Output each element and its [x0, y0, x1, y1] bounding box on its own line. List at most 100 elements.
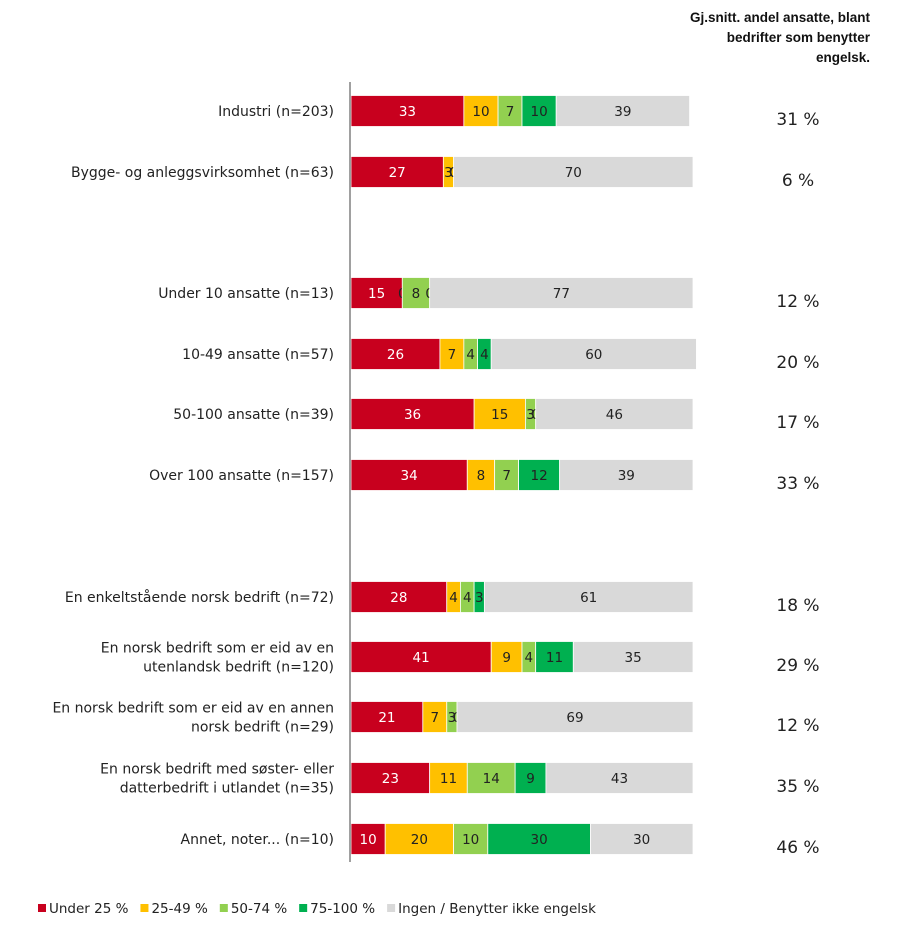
- bar-segment: [545, 762, 694, 794]
- segment-value-label: 3: [526, 407, 535, 423]
- legend-label: Ingen / Benytter ikke engelsk: [398, 901, 596, 917]
- bar-segment: [572, 641, 694, 673]
- legend: Under 25 % 25-49 % 50-74 % 75-100 % Ingen / …: [38, 901, 596, 917]
- segment-value-label: 15: [491, 407, 508, 423]
- bar-segment: [490, 338, 697, 370]
- category-labels: Industri (n=203) Bygge- og anleggsvirksom…: [52, 104, 334, 848]
- segment-value-label: 4: [480, 347, 489, 363]
- segment-value-label: 4: [525, 650, 534, 666]
- category-label: En norsk bedrift som er eid av en annen: [52, 701, 334, 717]
- bars: 3310710392730070150807726744603615304634…: [350, 95, 697, 855]
- segment-value-label: 15: [368, 286, 385, 302]
- segment-value-label: 10: [531, 104, 548, 120]
- legend-label: Under 25 %: [49, 901, 129, 917]
- legend-swatch: [299, 904, 308, 912]
- bar-segment: [521, 95, 557, 127]
- bar-segment: [350, 156, 444, 188]
- segment-value-label: 3: [448, 710, 457, 726]
- legend-label: 75-100 %: [310, 901, 375, 917]
- bar-segment: [350, 398, 475, 430]
- bar-segment: [483, 581, 694, 613]
- segment-value-label: 30: [633, 832, 650, 848]
- average-header-line: bedrifter som benytter: [727, 30, 871, 45]
- segment-value-label: 7: [430, 710, 439, 726]
- segment-value-label: 10: [462, 832, 479, 848]
- segment-value-label: 20: [411, 832, 428, 848]
- legend-swatch: [387, 904, 396, 912]
- segment-value-label: 9: [526, 771, 535, 787]
- segment-value-label: 4: [466, 347, 475, 363]
- bar-segment: [350, 823, 386, 855]
- bar-segment: [350, 95, 465, 127]
- bar-segment: [514, 762, 547, 794]
- segment-value-label: 43: [611, 771, 628, 787]
- average-values: 31 % 6 % 12 % 20 % 17 % 33 % 18 % 29 % 12 % 35 % 4…: [776, 110, 819, 858]
- category-label: Over 100 ansatte (n=157): [149, 468, 334, 484]
- bar-segment: [350, 459, 468, 491]
- category-label: En norsk bedrift som er eid av en: [101, 641, 334, 657]
- segment-value-label: 70: [565, 165, 582, 181]
- bar-segment: [535, 398, 694, 430]
- legend-label: 25-49 %: [151, 901, 208, 917]
- segment-value-label: 39: [614, 104, 631, 120]
- bar-segment: [453, 156, 694, 188]
- segment-value-label: 35: [625, 650, 642, 666]
- bar-segment: [350, 277, 403, 309]
- segment-value-label: 26: [387, 347, 404, 363]
- category-label: Bygge- og anleggsvirksomhet (n=63): [71, 165, 334, 181]
- segment-value-label: 46: [606, 407, 623, 423]
- average-value: 18 %: [776, 596, 819, 616]
- bar-segment: [350, 338, 441, 370]
- segment-value-label: 60: [585, 347, 602, 363]
- segment-value-label: 21: [378, 710, 395, 726]
- legend-swatch: [38, 904, 46, 912]
- bar-segment: [555, 95, 690, 127]
- segment-value-label: 3: [444, 165, 453, 181]
- average-header-line: Gj.snitt. andel ansatte, blant: [690, 10, 871, 25]
- segment-value-label: 7: [448, 347, 457, 363]
- category-label: En enkeltstående norsk bedrift (n=72): [65, 589, 334, 606]
- segment-value-label: 11: [440, 771, 457, 787]
- average-value: 12 %: [776, 292, 819, 312]
- segment-value-label: 41: [413, 650, 430, 666]
- bar-segment: [463, 95, 499, 127]
- average-value: 12 %: [776, 716, 819, 736]
- legend-swatch: [219, 904, 228, 912]
- segment-value-label: 27: [389, 165, 406, 181]
- segment-value-label: 7: [506, 104, 515, 120]
- segment-value-label: 61: [580, 590, 597, 606]
- average-value: 35 %: [776, 777, 819, 797]
- segment-value-label: 39: [618, 468, 635, 484]
- category-label: 10-49 ansatte (n=57): [182, 347, 334, 363]
- legend-swatch: [140, 904, 149, 912]
- average-value: 17 %: [776, 413, 819, 433]
- segment-value-label: 28: [390, 590, 407, 606]
- average-header-line: engelsk.: [816, 50, 870, 65]
- category-label: Under 10 ansatte (n=13): [158, 286, 334, 302]
- category-label: datterbedrift i utlandet (n=35): [120, 781, 334, 797]
- category-label: En norsk bedrift med søster- eller: [100, 762, 334, 778]
- segment-value-label: 14: [483, 771, 500, 787]
- average-value: 20 %: [776, 353, 819, 373]
- category-label: norsk bedrift (n=29): [191, 720, 334, 736]
- bar-segment: [473, 398, 526, 430]
- average-value: 6 %: [782, 171, 814, 191]
- bar-segment: [535, 641, 574, 673]
- bar-segment: [590, 823, 694, 855]
- bar-segment: [350, 701, 424, 733]
- average-value: 33 %: [776, 474, 819, 494]
- average-value: 29 %: [776, 656, 819, 676]
- segment-value-label: 36: [404, 407, 421, 423]
- bar-segment: [456, 701, 694, 733]
- average-value: 46 %: [776, 838, 819, 858]
- segment-value-label: 4: [463, 590, 472, 606]
- segment-value-label: 33: [399, 104, 416, 120]
- segment-value-label: 10: [472, 104, 489, 120]
- category-label: 50-100 ansatte (n=39): [173, 407, 334, 423]
- legend-label: 50-74 %: [231, 901, 288, 917]
- segment-value-label: 12: [531, 468, 548, 484]
- segment-value-label: 30: [531, 832, 548, 848]
- bar-segment: [466, 459, 496, 491]
- bar-segment: [350, 641, 492, 673]
